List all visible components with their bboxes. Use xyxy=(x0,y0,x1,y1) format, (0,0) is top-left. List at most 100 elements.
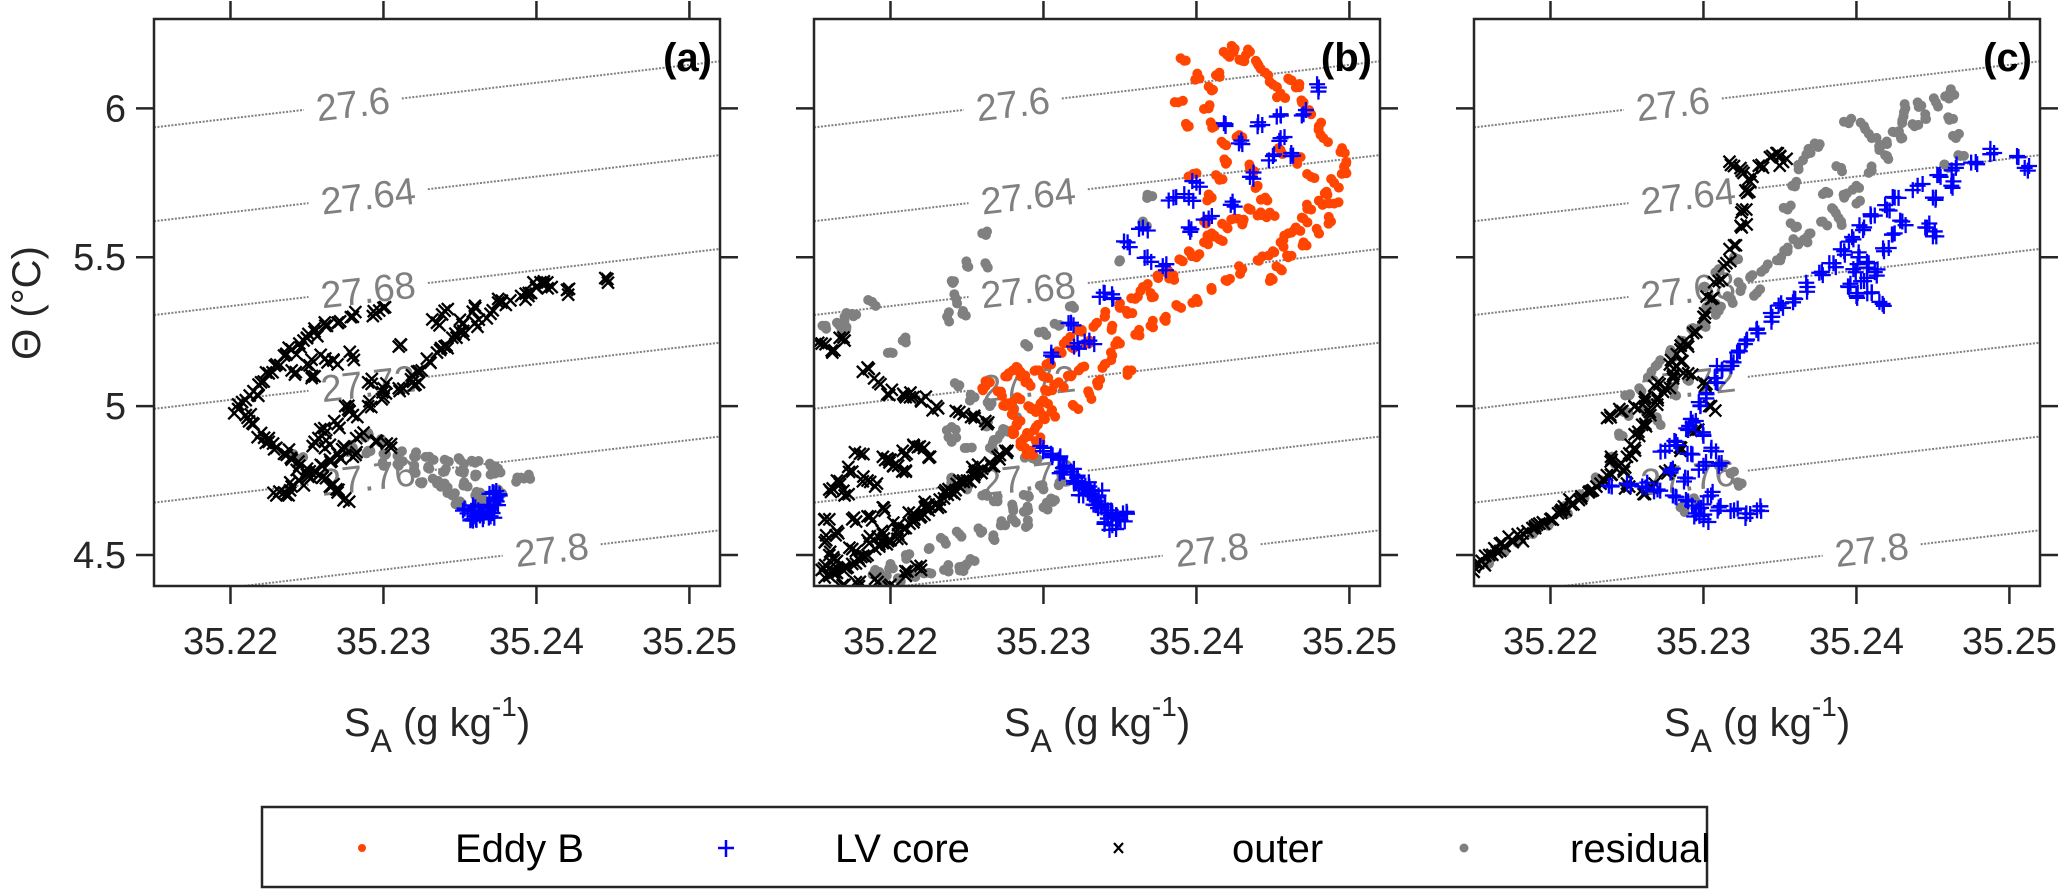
axes-frame xyxy=(812,17,1382,588)
point-outer xyxy=(412,364,426,379)
legend-label-residual: residual xyxy=(1570,827,1710,871)
point-outer xyxy=(333,314,347,329)
point-residual xyxy=(881,570,892,581)
point-eddy-b xyxy=(1135,285,1146,296)
point-outer xyxy=(330,485,345,500)
point-residual xyxy=(1683,375,1694,386)
point-lv-core xyxy=(1862,208,1879,225)
point-lv-core xyxy=(1884,226,1901,243)
point-lv-core xyxy=(1639,474,1656,491)
point-eddy-b xyxy=(1323,211,1334,222)
point-residual xyxy=(943,307,954,318)
point-lv-core xyxy=(1052,448,1069,465)
point-outer xyxy=(267,442,281,457)
point-eddy-b xyxy=(1187,297,1198,308)
isopycnal-label: 27.6 xyxy=(974,80,1052,130)
point-outer xyxy=(917,441,931,455)
point-residual xyxy=(1620,390,1631,401)
point-eddy-b xyxy=(1265,272,1276,283)
legend-item-outer: outer xyxy=(1113,827,1323,871)
point-lv-core xyxy=(2021,158,2038,175)
point-eddy-b xyxy=(1049,379,1060,390)
point-residual xyxy=(1928,93,1939,104)
point-residual xyxy=(1147,191,1158,202)
isopycnal-line-segment xyxy=(814,389,969,410)
point-outer xyxy=(272,484,287,499)
isopycnal-27.68: 27.68 xyxy=(154,247,720,317)
point-residual xyxy=(1863,128,1874,139)
point-lv-core xyxy=(1853,273,1870,290)
point-residual xyxy=(1655,420,1666,431)
point-outer xyxy=(364,400,379,414)
point-eddy-b xyxy=(1285,74,1296,85)
point-residual xyxy=(1022,340,1033,351)
point-outer xyxy=(825,481,840,496)
point-lv-core xyxy=(1119,505,1136,522)
point-lv-core xyxy=(1849,289,1866,306)
legend: Eddy B LV core outer residual xyxy=(260,805,1710,889)
point-eddy-b xyxy=(1214,71,1225,82)
point-lv-core xyxy=(1195,211,1212,228)
point-residual xyxy=(1710,309,1721,320)
legend-marker-residual xyxy=(1459,843,1469,853)
point-lv-core xyxy=(467,499,484,516)
point-residual xyxy=(1837,166,1848,177)
point-outer xyxy=(320,319,334,333)
point-outer xyxy=(1618,460,1633,475)
point-outer xyxy=(1603,454,1618,469)
point-lv-core xyxy=(1094,482,1111,499)
point-outer xyxy=(372,303,387,318)
isopycnal-line-segment xyxy=(154,202,309,223)
point-residual xyxy=(1788,234,1799,245)
point-residual xyxy=(1939,159,1950,170)
point-lv-core xyxy=(1091,288,1108,305)
point-lv-core xyxy=(1271,132,1288,149)
point-residual xyxy=(1827,203,1838,214)
point-lv-core xyxy=(1832,241,1849,258)
point-outer xyxy=(455,317,470,332)
point-outer xyxy=(356,425,371,440)
point-outer xyxy=(319,471,333,486)
point-lv-core xyxy=(1649,481,1666,498)
point-outer xyxy=(394,338,408,352)
point-residual xyxy=(449,488,460,499)
point-outer xyxy=(932,492,947,507)
point-residual xyxy=(841,322,852,333)
point-lv-core xyxy=(1230,135,1247,152)
point-residual xyxy=(1114,255,1125,266)
point-outer xyxy=(1698,306,1712,321)
point-outer xyxy=(1656,384,1670,399)
point-outer xyxy=(331,482,346,497)
point-residual xyxy=(947,277,958,288)
point-outer xyxy=(1582,484,1597,499)
point-residual xyxy=(1822,220,1833,231)
point-eddy-b xyxy=(1073,404,1084,415)
point-lv-core xyxy=(1892,212,1909,229)
point-outer xyxy=(1510,527,1525,542)
x-tick-label: 35.23 xyxy=(1656,621,1751,663)
point-residual xyxy=(961,256,972,267)
point-outer xyxy=(366,304,381,318)
point-outer xyxy=(600,272,615,286)
point-residual xyxy=(392,459,403,470)
point-lv-core xyxy=(1055,463,1072,480)
point-eddy-b xyxy=(1205,117,1216,128)
point-eddy-b xyxy=(1015,394,1026,405)
isopycnal-27.8: 27.8 xyxy=(1554,526,2040,586)
isopycnal-line-segment xyxy=(1721,60,2040,100)
point-lv-core xyxy=(1712,497,1729,514)
point-eddy-b xyxy=(1324,198,1335,209)
point-eddy-b xyxy=(1253,255,1264,266)
point-eddy-b xyxy=(1066,370,1077,381)
point-residual xyxy=(1749,290,1760,301)
point-outer xyxy=(913,559,928,573)
point-outer xyxy=(465,304,480,319)
point-residual xyxy=(1944,114,1955,125)
point-eddy-b xyxy=(1339,161,1350,172)
isopycnal-line-segment xyxy=(1087,341,1380,378)
point-outer xyxy=(305,369,319,383)
point-residual xyxy=(459,477,470,488)
point-lv-core xyxy=(1752,498,1769,515)
point-lv-core xyxy=(1859,285,1876,302)
point-outer xyxy=(1647,378,1662,393)
